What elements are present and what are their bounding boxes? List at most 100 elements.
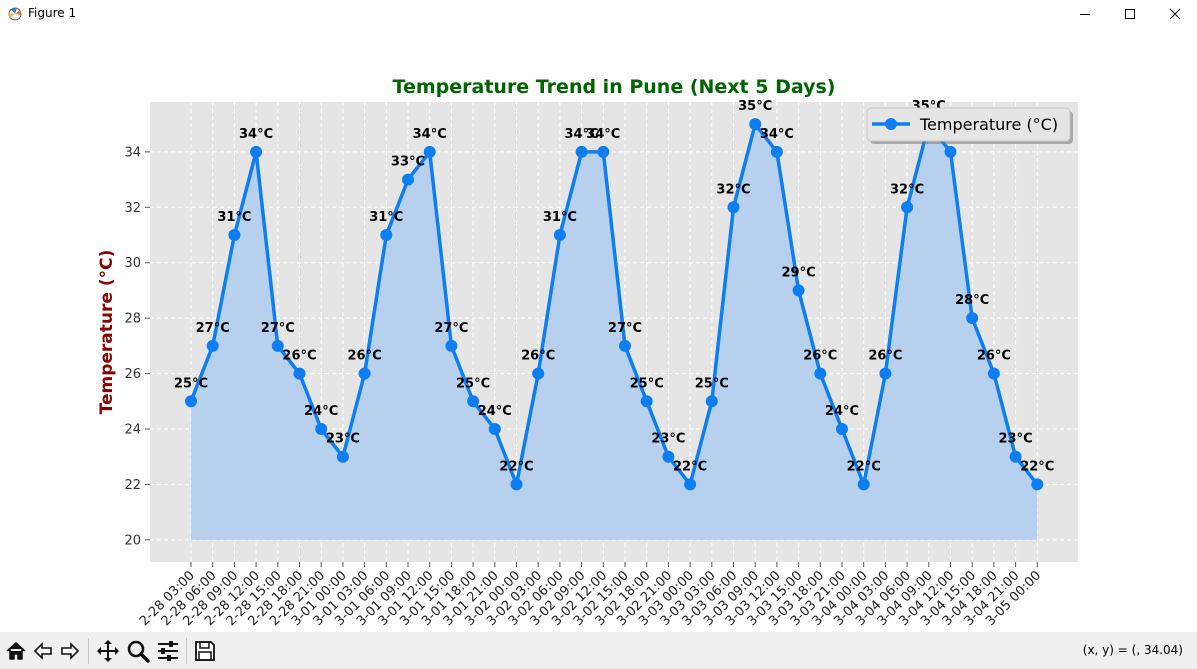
legend: Temperature (°C) xyxy=(866,107,1073,144)
configure-subplots-icon xyxy=(158,641,178,661)
data-label: 25°C xyxy=(630,376,664,391)
forward-button[interactable] xyxy=(57,638,83,664)
data-label: 22°C xyxy=(847,459,881,474)
data-point xyxy=(857,478,870,491)
data-point xyxy=(901,201,914,214)
data-label: 34°C xyxy=(760,127,794,142)
data-point xyxy=(662,450,675,463)
legend-marker xyxy=(885,118,897,130)
toolbar-separator xyxy=(88,638,89,664)
data-point xyxy=(423,145,436,158)
y-tick-label: 34 xyxy=(124,145,141,160)
data-point xyxy=(770,145,783,158)
data-point xyxy=(575,145,588,158)
data-label: 32°C xyxy=(716,182,750,197)
save-icon xyxy=(195,641,215,661)
minimize-icon xyxy=(1080,14,1090,15)
back-button[interactable] xyxy=(30,638,56,664)
data-label: 33°C xyxy=(391,155,425,170)
data-point xyxy=(792,284,805,297)
data-point xyxy=(619,339,631,352)
home-icon xyxy=(6,642,26,660)
data-point xyxy=(944,145,957,158)
zoom-icon xyxy=(127,640,150,663)
configure-subplots-button[interactable] xyxy=(155,638,181,664)
chart-title: Temperature Trend in Pune (Next 5 Days) xyxy=(393,76,836,98)
data-point xyxy=(206,339,219,352)
data-point xyxy=(467,395,480,408)
data-point xyxy=(879,367,892,380)
data-point xyxy=(488,422,501,435)
y-tick-label: 32 xyxy=(124,201,141,216)
data-label: 26°C xyxy=(803,349,837,364)
temperature-chart: 25°C 27°C 31°C 34°C 27°C 26°C 24°C 23°C 26°C 31°C… xyxy=(97,76,1078,629)
close-icon xyxy=(1169,8,1181,20)
y-tick-label: 26 xyxy=(124,367,141,382)
y-axis-ticks: 20 22 24 26 28 30 32 34 xyxy=(124,145,150,548)
home-button[interactable] xyxy=(3,638,29,664)
data-point xyxy=(510,478,523,491)
data-point xyxy=(553,229,566,242)
pan-button[interactable] xyxy=(95,638,121,664)
data-point xyxy=(1009,450,1022,463)
data-point xyxy=(293,367,306,380)
data-label: 27°C xyxy=(261,321,295,336)
data-label: 31°C xyxy=(369,210,403,225)
data-point xyxy=(250,145,263,158)
maximize-icon xyxy=(1125,9,1135,19)
data-label: 23°C xyxy=(651,432,685,447)
y-tick-label: 30 xyxy=(124,256,141,271)
data-point xyxy=(966,312,979,325)
zoom-button[interactable] xyxy=(125,638,151,664)
data-label: 26°C xyxy=(282,349,316,364)
data-point xyxy=(445,339,458,352)
y-tick-label: 22 xyxy=(124,478,141,493)
matplotlib-app-icon xyxy=(8,7,22,21)
area-fill xyxy=(191,124,1038,540)
window-title: Figure 1 xyxy=(28,6,77,20)
save-button[interactable] xyxy=(192,638,218,664)
data-label: 34°C xyxy=(586,127,620,142)
data-point xyxy=(727,201,740,214)
data-label: 34°C xyxy=(565,127,599,142)
data-label: 24°C xyxy=(478,404,512,419)
data-point xyxy=(749,118,762,131)
data-point xyxy=(836,422,848,435)
data-label: 27°C xyxy=(608,321,642,336)
y-axis-label: Temperature (°C) xyxy=(97,250,117,415)
navigation-toolbar: (x, y) = (, 34.04) xyxy=(0,632,1197,669)
data-label: 26°C xyxy=(348,349,382,364)
data-point xyxy=(532,367,545,380)
data-label: 31°C xyxy=(543,210,577,225)
data-label: 32°C xyxy=(890,182,924,197)
data-label: 31°C xyxy=(217,210,251,225)
close-button[interactable] xyxy=(1152,0,1197,28)
data-point xyxy=(1031,478,1044,491)
data-label: 25°C xyxy=(174,376,208,391)
data-label: 22°C xyxy=(1020,459,1054,474)
data-point xyxy=(987,367,1000,380)
legend-entry: Temperature (°C) xyxy=(919,115,1058,134)
cursor-coordinates: (x, y) = (, 34.04) xyxy=(1082,643,1183,657)
data-label: 34°C xyxy=(413,127,447,142)
data-label: 29°C xyxy=(782,265,816,280)
minimize-button[interactable] xyxy=(1062,0,1108,28)
data-point xyxy=(705,395,718,408)
data-point xyxy=(814,367,827,380)
data-point xyxy=(271,339,284,352)
maximize-button[interactable] xyxy=(1107,0,1153,28)
y-tick-label: 24 xyxy=(124,422,141,437)
data-point xyxy=(315,422,328,435)
y-tick-label: 28 xyxy=(124,312,141,327)
data-point xyxy=(228,229,241,242)
y-tick-label: 20 xyxy=(124,533,141,548)
window-titlebar: Figure 1 xyxy=(0,0,1197,28)
data-point xyxy=(640,395,653,408)
figure-canvas[interactable]: 25°C 27°C 31°C 34°C 27°C 26°C 24°C 23°C 26°C 31°C… xyxy=(0,28,1197,632)
toolbar-separator xyxy=(186,638,187,664)
data-point xyxy=(358,367,371,380)
data-label: 22°C xyxy=(499,459,533,474)
data-point xyxy=(684,478,697,491)
data-label: 35°C xyxy=(738,99,772,114)
data-label: 26°C xyxy=(521,349,555,364)
